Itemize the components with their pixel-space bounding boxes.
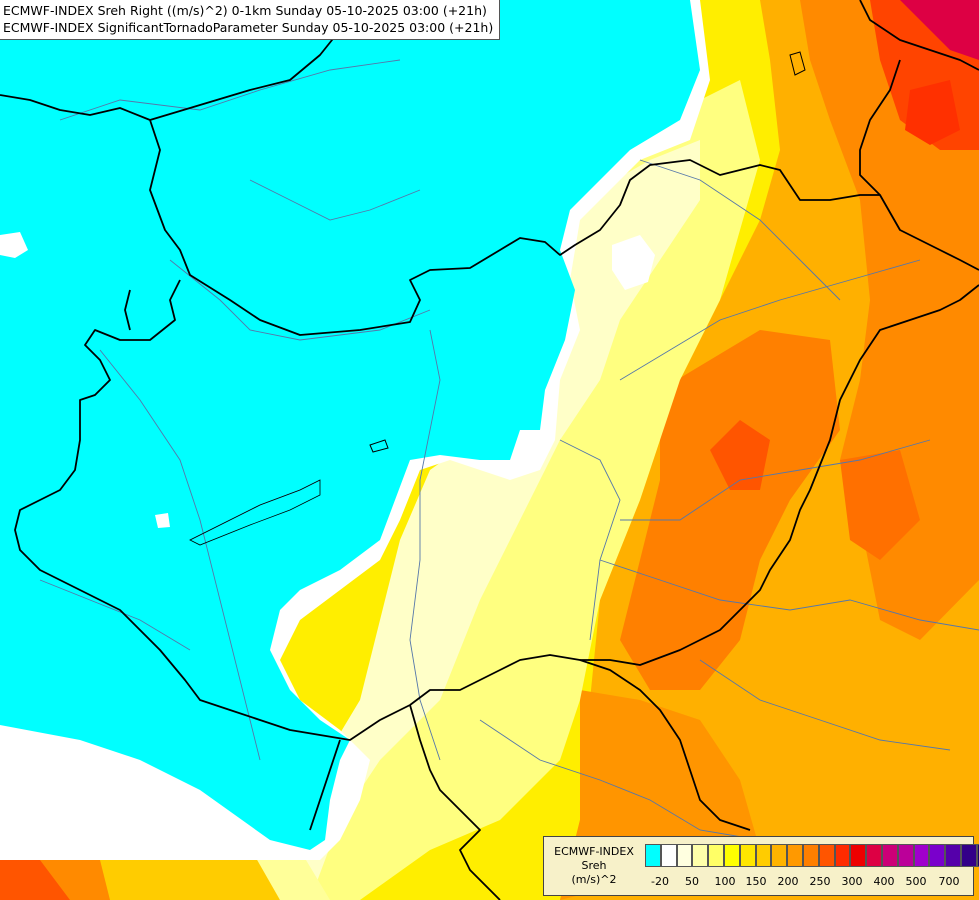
field-magenta-corner [900, 0, 979, 60]
legend-title-line3: (m/s)^2 [571, 873, 617, 886]
field-redorange-core [710, 420, 770, 490]
legend-swatch [645, 844, 661, 867]
lake-outline-ne [789, 51, 806, 76]
legend-swatches [645, 844, 979, 867]
legend-swatch [913, 844, 930, 867]
field-white-hole-west [0, 232, 28, 258]
field-cyan-region [0, 0, 700, 850]
legend-title-line2: Sreh [581, 859, 607, 872]
field-darkorange-ne [800, 0, 979, 640]
legend-title: ECMWF-INDEX Sreh (m/s)^2 [548, 845, 640, 887]
legend-swatch [976, 844, 979, 867]
legend-swatch [723, 844, 740, 867]
legend-swatch [929, 844, 946, 867]
legend-swatch [708, 844, 724, 867]
legend-swatch [787, 844, 803, 867]
legend-swatch [755, 844, 772, 867]
field-darkorange-center [620, 330, 840, 690]
field-red-patch [905, 80, 960, 145]
field-orange-patch [840, 450, 920, 560]
color-legend: ECMWF-INDEX Sreh (m/s)^2 -20 50 100 150 200 2… [543, 836, 979, 896]
legend-tick-label: 500 [905, 875, 927, 888]
legend-swatch [897, 844, 914, 867]
legend-tick-label: 100 [714, 875, 736, 888]
legend-swatch [676, 844, 693, 867]
legend-tick-label: 300 [841, 875, 863, 888]
legend-swatch [866, 844, 882, 867]
legend-swatch [834, 844, 851, 867]
field-white-hole-small [155, 513, 170, 528]
map-title-box: ECMWF-INDEX Sreh Right ((m/s)^2) 0-1km S… [0, 0, 501, 40]
lake-outline [369, 439, 389, 453]
rivers-layer [39, 59, 979, 841]
title-line-2: ECMWF-INDEX SignificantTornadoParameter … [3, 20, 494, 35]
title-line-1: ECMWF-INDEX Sreh Right ((m/s)^2) 0-1km S… [3, 3, 487, 18]
legend-tick-label: 50 [685, 875, 699, 888]
field-white-hole-east [612, 235, 655, 290]
legend-tick-label: 250 [809, 875, 831, 888]
legend-swatch [692, 844, 709, 867]
legend-swatch [739, 844, 756, 867]
legend-tick-label: 400 [873, 875, 895, 888]
legend-tick-label: 700 [938, 875, 960, 888]
lake-balaton-outline [189, 479, 321, 546]
legend-tick-label: -20 [651, 875, 669, 888]
field-paleyellow-band [260, 140, 700, 900]
legend-swatch [818, 844, 835, 867]
legend-swatch [660, 844, 677, 867]
legend-tick-label: 150 [745, 875, 767, 888]
legend-swatch [771, 844, 788, 867]
legend-tick-label: 200 [777, 875, 799, 888]
legend-title-line1: ECMWF-INDEX [554, 845, 634, 858]
field-red-sw [0, 850, 70, 900]
legend-swatch [850, 844, 867, 867]
legend-swatch [802, 844, 819, 867]
legend-swatch [960, 844, 977, 867]
legend-swatch [945, 844, 961, 867]
legend-swatch [881, 844, 898, 867]
